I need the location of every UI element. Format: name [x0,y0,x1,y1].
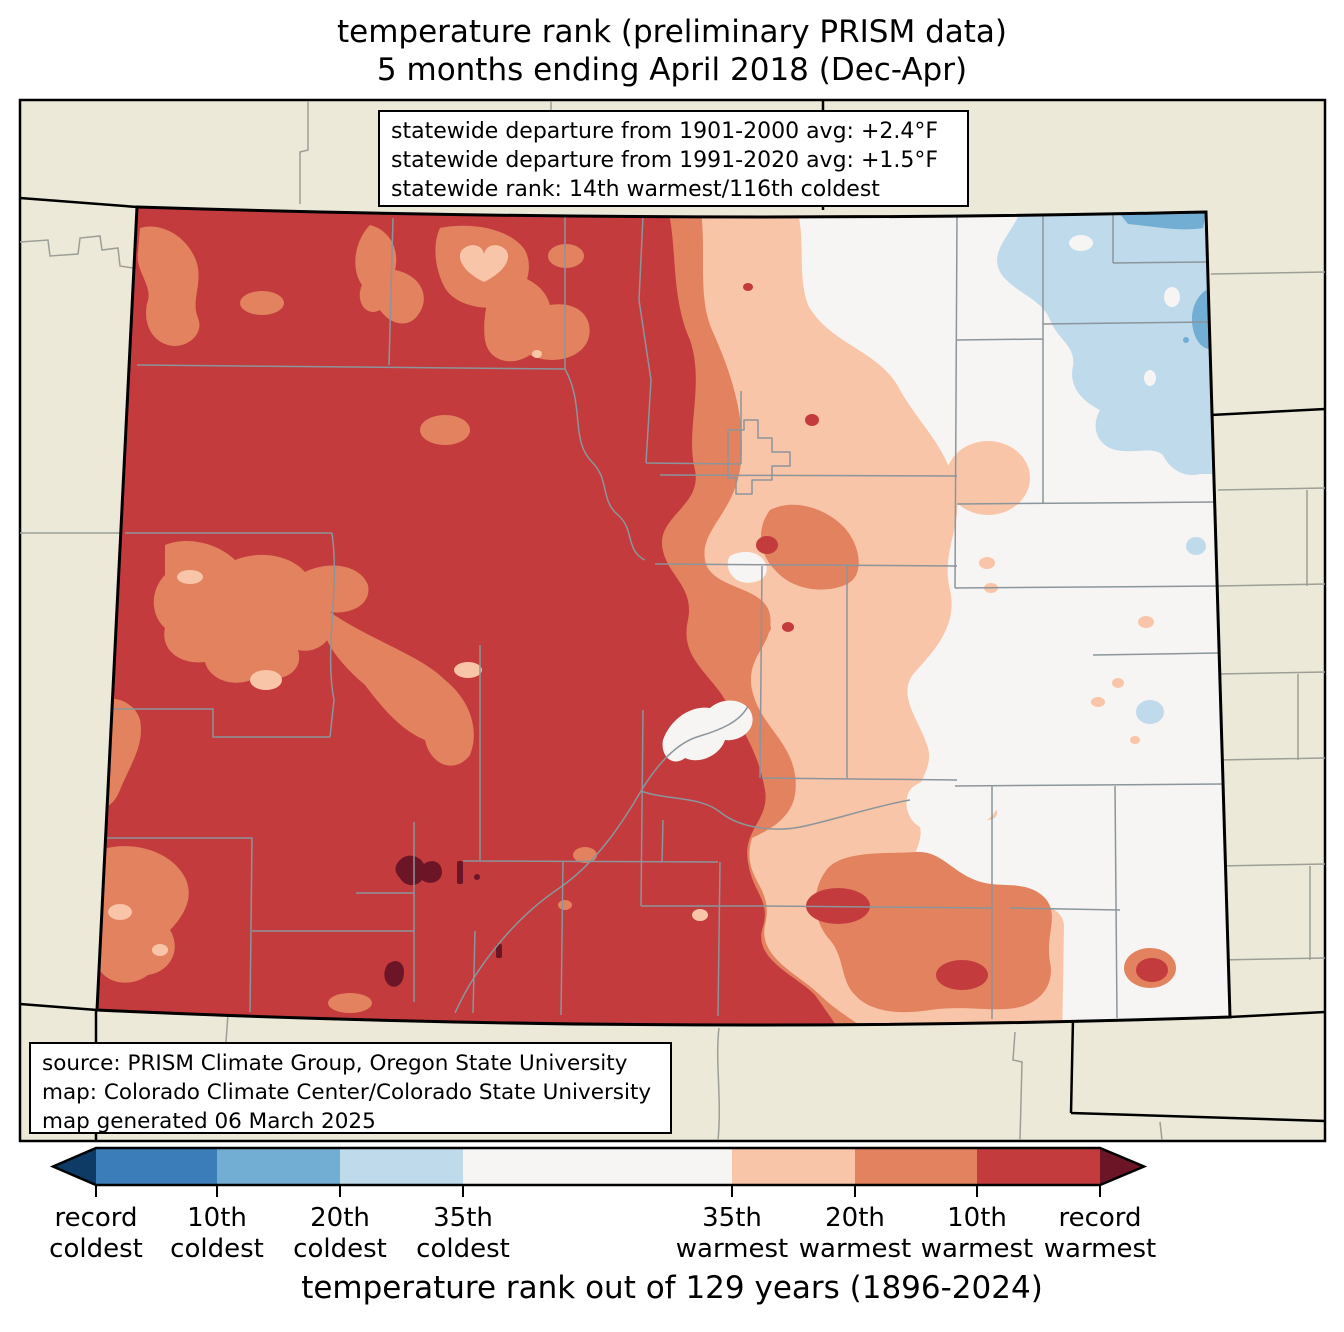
colorbar-label-20th-warmest: 20th warmest [798,1203,912,1264]
blue-spot [1136,700,1164,724]
neighbor-county-lines [19,101,1326,1141]
figure-title-line2: 5 months ending April 2018 (Dec-Apr) [376,52,968,88]
white-holes-in-blue [1069,235,1180,386]
stats-box: statewide departure from 1901-2000 avg: … [378,110,969,207]
source-line-1: source: PRISM Climate Group, Oregon Stat… [42,1051,628,1076]
colorbar-arrow-record-warmest [1100,1148,1144,1185]
colorbar-seg-10th-warmest [977,1148,1100,1185]
source-line-2: map: Colorado Climate Center/Colorado St… [42,1080,652,1105]
light-peach-spots-west [108,245,708,956]
colorbar-label-20th-coldest: 20th coldest [293,1203,387,1264]
colorbar-ticks [95,1185,1101,1197]
red-spots-transition [743,283,1168,990]
source-line-3: map generated 06 March 2025 [42,1109,376,1134]
colorbar-seg-35th-warmest [732,1148,855,1185]
source-box: source: PRISM Climate Group, Oregon Stat… [29,1042,672,1134]
colorbar-label-record-coldest: record coldest [49,1203,143,1264]
colorbar-caption: temperature rank out of 129 years (1896-… [301,1270,1043,1306]
stats-line-3: statewide rank: 14th warmest/116th colde… [391,177,880,202]
colorbar-seg-35th-coldest [340,1148,463,1185]
colorbar-label-35th-coldest: 35th coldest [416,1203,510,1264]
colorbar-seg-middle [463,1148,732,1185]
colorado-state-border [95,205,1232,1027]
colorbar-seg-20th-warmest [855,1148,977,1185]
blue-region-northeast [997,207,1218,724]
colorbar-seg-20th-coldest [217,1148,340,1185]
colorbar-label-35th-warmest: 35th warmest [675,1203,789,1264]
colorbar-label-10th-warmest: 10th warmest [920,1203,1034,1264]
stats-line-2: statewide departure from 1991-2020 avg: … [391,148,939,173]
stats-line-1: statewide departure from 1901-2000 avg: … [391,119,939,144]
record-warmest-spots [384,855,502,987]
colorbar [49,1146,1148,1197]
blue-spot [1186,537,1206,555]
colorbar-label-record-warmest: record warmest [1043,1203,1157,1264]
region-rank-35th-coldest [997,207,1212,475]
colorbar-label-10th-coldest: 10th coldest [170,1203,264,1264]
colorbar-seg-10th-coldest [96,1148,217,1185]
colorado-county-lines [102,213,1223,1019]
figure-title-line1: temperature rank (preliminary PRISM data… [336,14,1007,50]
white-patches-west [662,551,998,832]
salmon-blobs-southeast [760,504,1176,1013]
colorbar-arrow-record-coldest [53,1148,96,1185]
